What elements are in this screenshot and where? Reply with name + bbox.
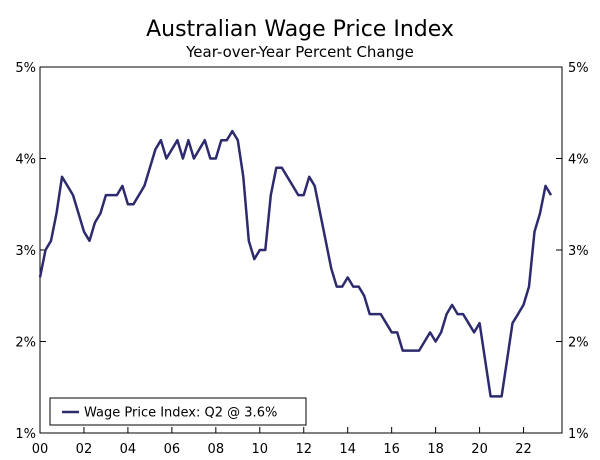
- y-axis-left: 1% 2% 3% 4% 5%: [15, 61, 46, 442]
- y-tick-label-right: 3%: [568, 244, 589, 259]
- y-tick-label-left: 1%: [15, 427, 36, 442]
- y-tick-label-left: 2%: [15, 336, 36, 351]
- y-tick-label-right: 2%: [568, 336, 589, 351]
- series-line: [38, 129, 553, 398]
- x-tick-label: 08: [208, 442, 225, 457]
- x-tick-label: 00: [32, 442, 49, 457]
- x-tick-label: 04: [120, 442, 137, 457]
- x-tick-label: 02: [76, 442, 93, 457]
- x-tick-label: 16: [383, 442, 400, 457]
- legend-box: [49, 397, 307, 426]
- chart-subtitle: Year-over-Year Percent Change: [185, 43, 414, 61]
- y-axis-right: 1% 2% 3% 4% 5%: [556, 61, 589, 442]
- x-tick-label: 20: [471, 442, 488, 457]
- x-axis: 00 02 04 06 08 10 12 14 16 18 20 22: [32, 427, 532, 457]
- x-tick-label: 06: [164, 442, 181, 457]
- y-tick-label-right: 4%: [568, 153, 589, 168]
- x-tick-label: 12: [295, 442, 312, 457]
- y-tick-label-left: 4%: [15, 153, 36, 168]
- plot-area: [39, 66, 563, 434]
- chart-title: Australian Wage Price Index: [146, 17, 454, 42]
- x-tick-label: 22: [515, 442, 532, 457]
- legend: Wage Price Index: Q2 @ 3.6%: [49, 397, 307, 426]
- y-tick-label-right: 5%: [568, 61, 589, 76]
- legend-label: Wage Price Index: Q2 @ 3.6%: [84, 406, 277, 421]
- x-tick-label: 10: [252, 442, 269, 457]
- y-tick-label-left: 3%: [15, 244, 36, 259]
- series-layer: [38, 129, 553, 398]
- y-tick-label-left: 5%: [15, 61, 36, 76]
- x-tick-label: 14: [339, 442, 356, 457]
- y-tick-label-right: 1%: [568, 427, 589, 442]
- x-tick-label: 18: [427, 442, 444, 457]
